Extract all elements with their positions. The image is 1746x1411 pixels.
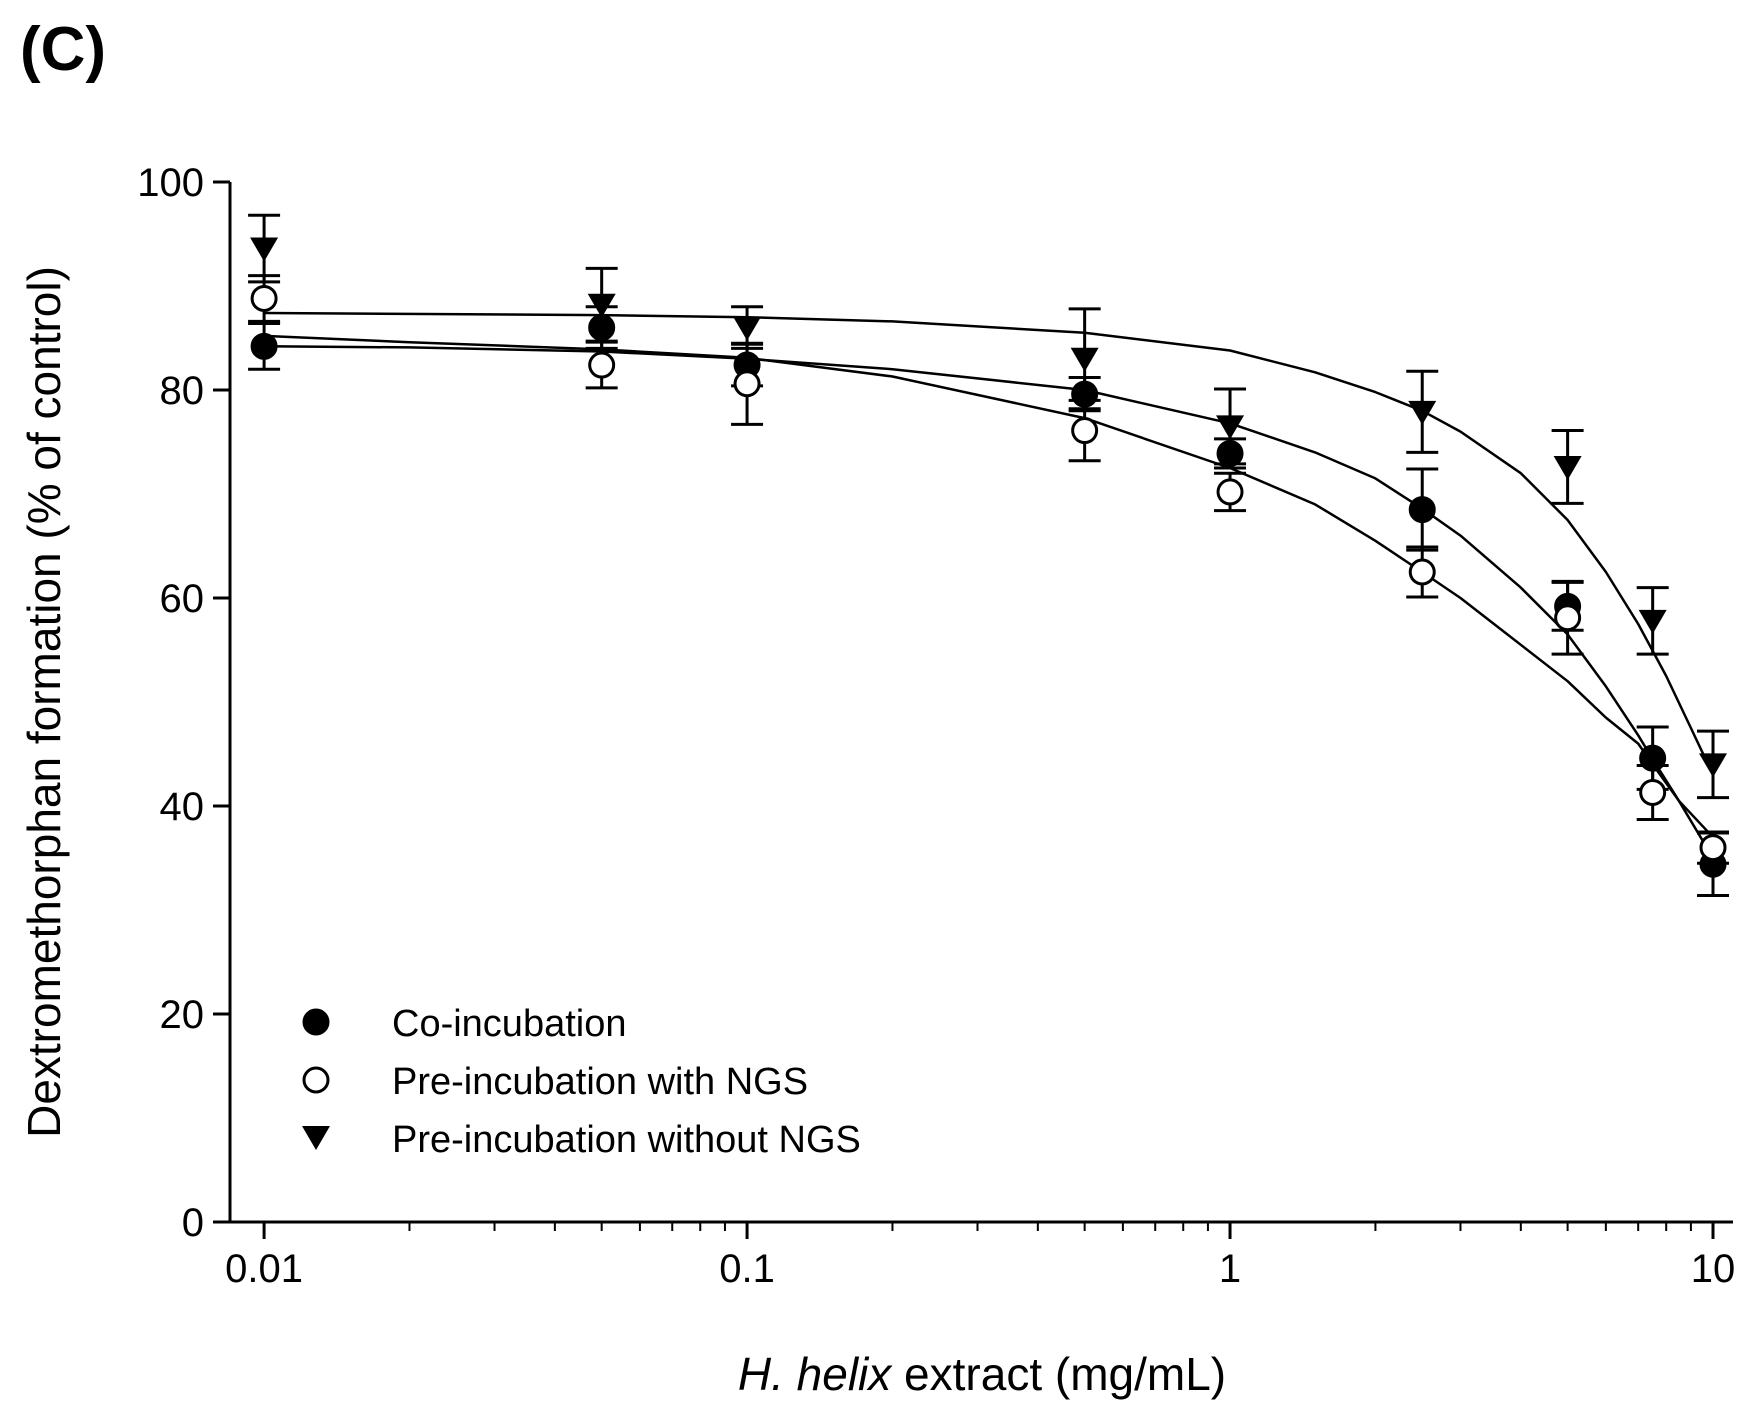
fit-curves xyxy=(264,311,1715,859)
data-point-open-circle xyxy=(588,351,616,379)
y-axis-title: Dextromethorphan formation (% of control… xyxy=(18,266,70,1138)
data-point-open-circle xyxy=(1639,778,1667,806)
fit-curve-series-1 xyxy=(264,345,1715,859)
y-tick-label: 0 xyxy=(182,1201,204,1245)
x-axis-title: H. helix extract (mg/mL) xyxy=(738,1348,1226,1400)
data-point-filled-circle xyxy=(1639,744,1667,772)
legend-marker-pre-incubation-without-ngs xyxy=(302,1126,330,1150)
x-tick-label: 10 xyxy=(1691,1247,1736,1291)
fit-curve-series-2 xyxy=(264,334,1714,839)
data-point-triangle xyxy=(587,293,616,318)
y-tick-label: 20 xyxy=(160,993,205,1037)
data-point-filled-circle xyxy=(1216,439,1244,467)
y-tick-label: 80 xyxy=(160,369,205,413)
data-point-triangle xyxy=(1408,400,1437,425)
x-tick-label: 0.01 xyxy=(225,1247,303,1291)
data-point-filled-circle xyxy=(588,314,616,342)
panel-label: (C) xyxy=(20,15,106,84)
data-point-open-circle xyxy=(1071,417,1099,445)
x-axis-title-rest: extract (mg/mL) xyxy=(891,1348,1226,1400)
legend: Co-incubation Pre-incubation with NGS Pr… xyxy=(302,1003,861,1161)
data-point-triangle xyxy=(733,316,762,341)
data-point-open-circle xyxy=(1408,558,1436,586)
data-point-open-circle xyxy=(1699,834,1727,862)
data-point-open-circle xyxy=(733,370,761,398)
data-point-triangle xyxy=(1699,753,1728,778)
axes xyxy=(228,182,1733,1224)
legend-label-co-incubation: Co-incubation xyxy=(392,1003,626,1045)
x-tick-label: 0.1 xyxy=(719,1247,775,1291)
data-point-filled-circle xyxy=(250,332,278,360)
data-point-filled-circle xyxy=(1071,380,1099,408)
legend-marker-pre-incubation-with-ngs xyxy=(302,1066,330,1094)
y-tick-label: 40 xyxy=(160,785,205,829)
data-point-triangle xyxy=(1553,455,1582,480)
data-point-open-circle xyxy=(250,284,278,312)
y-tick-label: 60 xyxy=(160,577,205,621)
data-markers xyxy=(250,237,1728,878)
x-tick-label: 1 xyxy=(1219,1247,1241,1291)
legend-label-pre-incubation-without-ngs: Pre-incubation without NGS xyxy=(392,1119,861,1161)
data-point-filled-circle xyxy=(1408,496,1436,524)
data-point-triangle xyxy=(1070,347,1099,372)
data-point-open-circle xyxy=(1216,478,1244,506)
data-point-open-circle xyxy=(1554,604,1582,632)
x-axis-title-italic: H. helix xyxy=(738,1348,893,1400)
data-point-triangle xyxy=(1216,415,1245,440)
data-point-triangle xyxy=(1638,609,1667,634)
legend-marker-co-incubation xyxy=(302,1008,330,1036)
y-ticks: 0 20 40 60 80 100 xyxy=(137,161,230,1245)
legend-label-pre-incubation-with-ngs: Pre-incubation with NGS xyxy=(392,1061,808,1103)
fit-curve-series-3 xyxy=(264,311,1715,776)
x-ticks: 0.01 0.1 1 10 xyxy=(225,1222,1735,1291)
error-bars xyxy=(248,213,1730,897)
data-point-triangle xyxy=(250,237,279,262)
y-tick-label: 100 xyxy=(137,161,204,205)
